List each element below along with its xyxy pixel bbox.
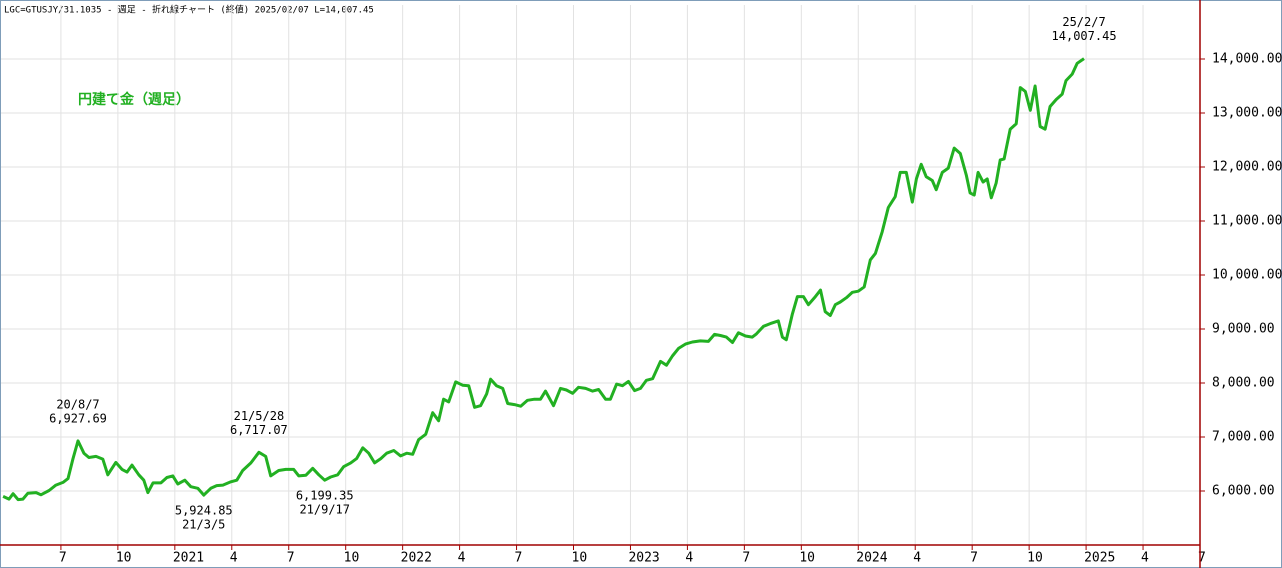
x-tick-label: 7 [515,551,523,566]
x-tick-label: 2021 [173,551,204,566]
annotation-date: 25/2/7 [1062,15,1105,29]
x-tick-label: 7 [59,551,67,566]
annotation-value: 6,199.35 [296,489,354,503]
y-tick-label: 11,000.00 [1212,214,1282,229]
x-tick-label: 4 [913,551,921,566]
annotation-value: 5,924.85 [175,504,233,518]
x-tick-label: 7 [970,551,978,566]
x-tick-label: 4 [685,551,693,566]
y-tick-label: 6,000.00 [1212,484,1275,499]
line-series [2,57,1085,502]
annotation-value: 14,007.45 [1052,29,1117,43]
x-tick-label: 10 [1027,551,1043,566]
x-tick-label: 10 [344,551,360,566]
x-tick-label: 2025 [1084,551,1115,566]
x-tick-label: 10 [572,551,588,566]
x-tick-label: 7 [287,551,295,566]
annotation-date: 21/3/5 [182,518,225,532]
y-tick-label: 13,000.00 [1212,106,1282,121]
annotation-date: 20/8/7 [56,397,99,411]
x-tick-label: 4 [458,551,466,566]
legend-entry: 円建て金（週足） [78,91,190,108]
x-tick-label: 4 [1141,551,1149,566]
y-tick-label: 14,000.00 [1212,52,1282,67]
annotation-date: 21/9/17 [299,503,350,517]
annotation-value: 6,717.07 [230,423,288,437]
x-tick-label: 7 [742,551,750,566]
x-tick-label: 7 [1198,551,1206,566]
x-tick-label: 10 [799,551,815,566]
annotation-value: 6,927.69 [49,411,107,425]
y-tick-label: 7,000.00 [1212,430,1275,445]
chart-title: LGC=GTUSJY/31.1035 - 週足 - 折れ線チャート (終値) 2… [4,4,374,16]
x-tick-label: 2024 [856,551,887,566]
y-tick-label: 12,000.00 [1212,160,1282,175]
x-tick-label: 4 [230,551,238,566]
x-tick-label: 10 [116,551,132,566]
y-tick-label: 9,000.00 [1212,322,1275,337]
annotation-date: 21/5/28 [234,409,285,423]
x-tick-label: 2022 [401,551,432,566]
y-tick-label: 10,000.00 [1212,268,1282,283]
x-tick-label: 2023 [628,551,659,566]
y-tick-label: 8,000.00 [1212,376,1275,391]
